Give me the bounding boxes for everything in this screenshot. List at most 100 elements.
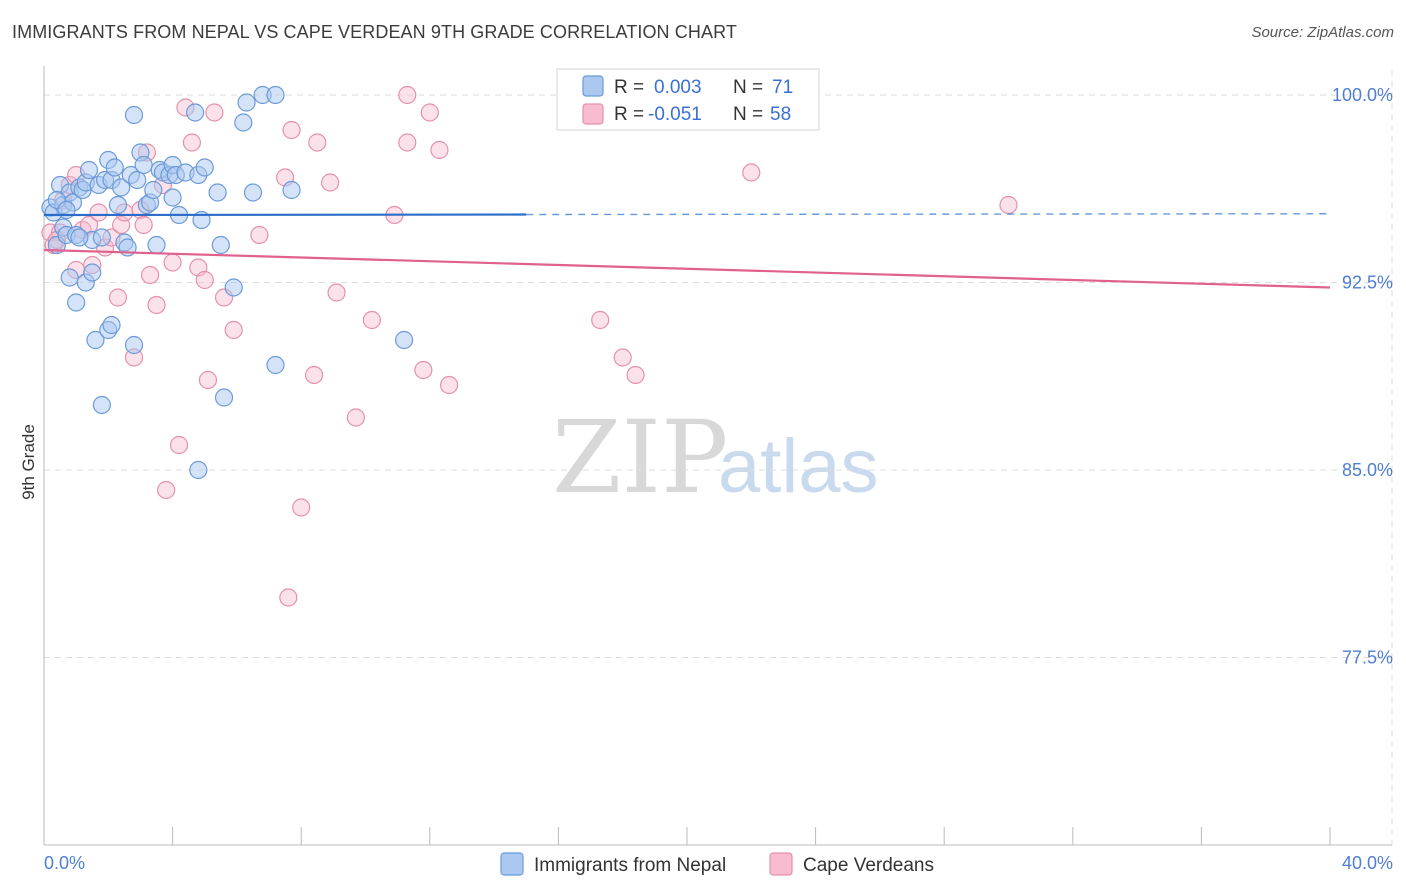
- cape-point-44: [591, 310, 610, 330]
- cape-point-52: [304, 365, 324, 385]
- nepal-point-22: [112, 178, 131, 197]
- y-tick-label-2: 85.0%: [1342, 460, 1393, 480]
- legend-n-label-nepal: N =: [733, 77, 763, 98]
- nepal-point-63: [282, 180, 301, 200]
- nepal-point-43: [86, 330, 105, 350]
- nepal-point-62: [234, 113, 253, 132]
- bottom-legend-label-cape: Cape Verdeans: [803, 855, 934, 876]
- bottom-legend-swatch-cape: [769, 852, 793, 876]
- cape-point-32: [282, 120, 301, 140]
- cape-point-55: [279, 588, 298, 607]
- cape-point-41: [430, 140, 449, 160]
- y-axis-label: 9th Grade: [19, 424, 38, 500]
- cape-point-38: [398, 85, 417, 105]
- nepal-point-66: [394, 330, 414, 350]
- cape-point-24: [182, 133, 201, 152]
- legend-swatch-nepal: [582, 75, 604, 97]
- cape-point-53: [346, 408, 365, 427]
- nepal-point-64: [214, 388, 234, 407]
- nepal-point-20: [105, 158, 124, 177]
- y-tick-labels: 100.0% 92.5% 85.0% 77.5%: [1332, 85, 1393, 668]
- nepal-point-13: [79, 160, 99, 180]
- nepal-point-55: [208, 183, 227, 202]
- cape-point-39: [398, 133, 417, 152]
- cape-point-42: [414, 360, 433, 380]
- x-tick-labels: 0.0% 40.0%: [44, 853, 1393, 873]
- nepal-point-16: [92, 228, 111, 247]
- cape-point-27: [205, 103, 224, 122]
- x-tick-label-1: 40.0%: [1342, 853, 1393, 873]
- cape-point-19: [140, 265, 160, 285]
- nepal-point-46: [102, 315, 121, 335]
- nepal-point-61: [266, 85, 285, 105]
- cape-point-35: [327, 283, 346, 302]
- nepal-point-33: [147, 235, 166, 255]
- cape-point-30: [250, 225, 269, 245]
- y-tick-label-3: 77.5%: [1342, 648, 1393, 668]
- nepal-point-70: [70, 228, 89, 247]
- nepal-point-59: [243, 183, 263, 202]
- nepal-point-57: [224, 278, 243, 297]
- cape-point-36: [362, 310, 382, 330]
- cape-point-20: [147, 295, 166, 315]
- cape-point-9: [89, 203, 108, 222]
- nepal-point-32: [144, 180, 163, 200]
- y-tick-label-0: 100.0%: [1332, 85, 1393, 105]
- nepal-point-40: [67, 293, 86, 312]
- nepal-point-54: [195, 158, 214, 177]
- cape-point-29: [224, 320, 243, 340]
- x-tick-label-0: 0.0%: [44, 853, 85, 873]
- legend-r-label-nepal: R =: [614, 77, 644, 98]
- nepal-point-51: [186, 103, 205, 122]
- chart-title: IMMIGRANTS FROM NEPAL VS CAPE VERDEAN 9T…: [12, 22, 737, 42]
- nepal-point-39: [60, 268, 79, 287]
- nepal-point-44: [92, 395, 111, 415]
- cape-point-12: [108, 288, 128, 307]
- nepal-point-27: [128, 170, 147, 190]
- series-immigrants-from-nepal: [41, 85, 414, 480]
- trend-line-cape: [43, 248, 1331, 289]
- watermark-atlas: atlas: [718, 424, 879, 509]
- watermark-zip: ZIP: [552, 399, 728, 516]
- legend-n-label-cape: N =: [733, 104, 763, 125]
- legend-r-value-cape: -0.051: [648, 104, 702, 125]
- axes: [43, 66, 1392, 846]
- legend-r-value-nepal: 0.003: [654, 77, 702, 98]
- nepal-point-26: [124, 105, 144, 125]
- correlation-legend: R = 0.003 N = 71 R = -0.051 N = 58: [556, 68, 820, 131]
- cape-point-48: [999, 195, 1018, 215]
- cape-point-51: [198, 370, 218, 390]
- legend-r-label-cape: R =: [614, 104, 644, 125]
- cape-point-33: [308, 133, 327, 152]
- cape-point-17: [134, 215, 153, 235]
- trend-lines: [43, 213, 1331, 289]
- cape-point-49: [169, 435, 189, 455]
- bottom-legend-label-nepal: Immigrants from Nepal: [534, 855, 726, 876]
- cape-point-40: [420, 103, 439, 122]
- y-tick-label-1: 92.5%: [1342, 273, 1393, 293]
- nepal-point-56: [211, 235, 230, 255]
- cape-point-54: [292, 498, 311, 517]
- trend-line-nepal-dashed: [526, 213, 1331, 216]
- cape-point-46: [626, 365, 645, 385]
- cape-point-47: [742, 163, 761, 182]
- legend-n-value-cape: 58: [770, 104, 791, 125]
- nepal-point-29: [134, 155, 153, 175]
- nepal-point-58: [237, 93, 256, 112]
- nepal-point-42: [83, 263, 102, 282]
- legend-n-value-nepal: 71: [772, 77, 793, 98]
- series-legend: Immigrants from Nepal Cape Verdeans: [500, 852, 934, 876]
- nepal-point-65: [266, 355, 285, 375]
- legend-swatch-cape: [582, 103, 604, 125]
- cape-point-22: [163, 253, 182, 272]
- cape-point-50: [157, 480, 176, 500]
- cape-point-45: [613, 348, 632, 367]
- cape-point-43: [439, 375, 459, 395]
- nepal-point-67: [189, 460, 208, 480]
- bottom-legend-swatch-nepal: [500, 852, 524, 876]
- cape-point-34: [321, 173, 340, 192]
- source-credit: Source: ZipAtlas.com: [1251, 24, 1394, 41]
- nepal-point-47: [124, 335, 144, 355]
- cape-point-26: [195, 270, 214, 290]
